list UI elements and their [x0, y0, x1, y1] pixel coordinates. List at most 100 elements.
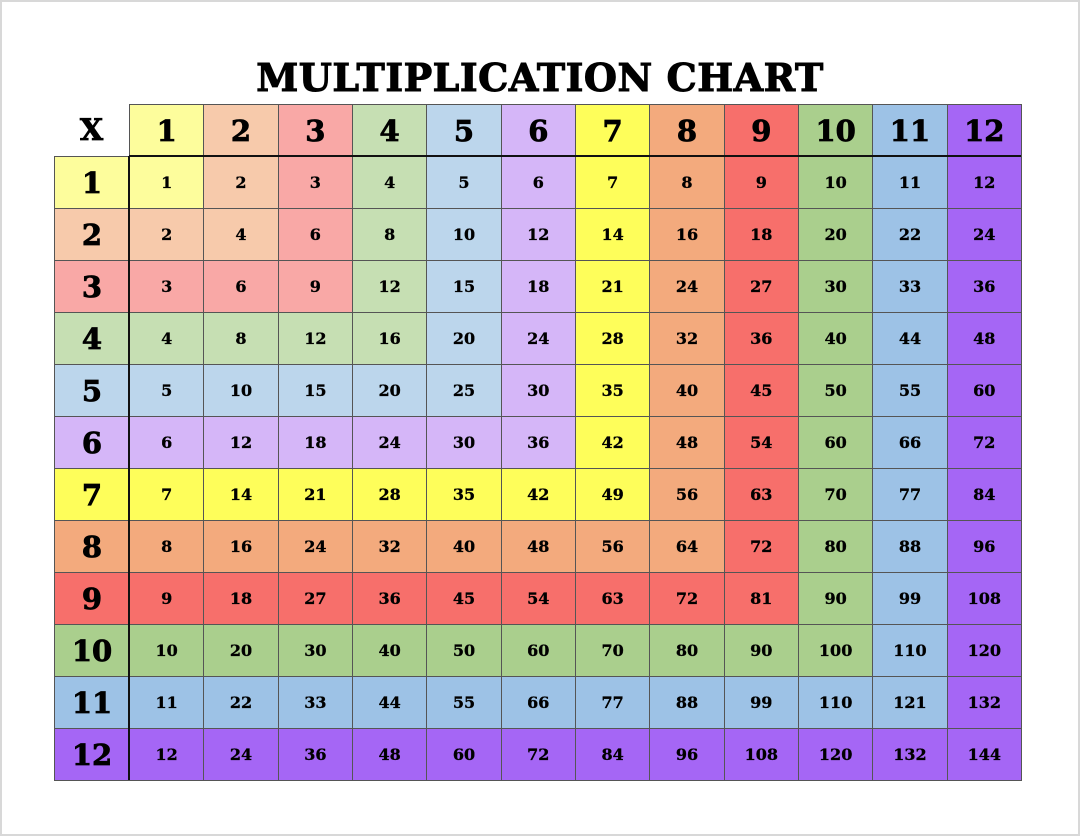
product-cell: 24 — [649, 260, 725, 313]
product-cell: 50 — [797, 364, 874, 417]
product-cell: 80 — [797, 520, 874, 573]
product-cell: 20 — [203, 624, 279, 677]
product-cell: 110 — [872, 624, 948, 677]
product-cell: 36 — [277, 728, 353, 781]
product-cell: 24 — [277, 520, 353, 573]
column-header-divider — [129, 155, 1021, 157]
column-header: 4 — [351, 104, 428, 157]
product-cell: 44 — [872, 312, 948, 365]
product-cell: 45 — [426, 572, 502, 625]
product-cell: 2 — [203, 156, 279, 209]
product-cell: 27 — [277, 572, 353, 625]
product-cell: 9 — [129, 572, 205, 625]
product-cell: 44 — [351, 676, 428, 729]
product-cell: 55 — [426, 676, 502, 729]
product-cell: 42 — [574, 416, 651, 469]
product-cell: 30 — [426, 416, 502, 469]
product-cell: 8 — [129, 520, 205, 573]
product-cell: 12 — [946, 156, 1022, 209]
product-cell: 10 — [426, 208, 502, 261]
product-cell: 54 — [723, 416, 799, 469]
product-cell: 72 — [649, 572, 725, 625]
product-cell: 77 — [574, 676, 651, 729]
row-header: 10 — [54, 624, 130, 677]
product-cell: 40 — [426, 520, 502, 573]
product-cell: 30 — [500, 364, 576, 417]
product-cell: 12 — [500, 208, 576, 261]
product-cell: 55 — [872, 364, 948, 417]
product-cell: 28 — [351, 468, 428, 521]
product-cell: 6 — [277, 208, 353, 261]
product-cell: 32 — [649, 312, 725, 365]
row-header-divider — [128, 156, 130, 780]
product-cell: 18 — [723, 208, 799, 261]
product-cell: 16 — [351, 312, 428, 365]
page-title: MULTIPLICATION CHART — [256, 55, 824, 101]
product-cell: 14 — [574, 208, 651, 261]
product-cell: 36 — [500, 416, 576, 469]
product-cell: 63 — [723, 468, 799, 521]
product-cell: 11 — [872, 156, 948, 209]
product-cell: 90 — [797, 572, 874, 625]
product-cell: 48 — [500, 520, 576, 573]
product-cell: 40 — [649, 364, 725, 417]
product-cell: 33 — [872, 260, 948, 313]
product-cell: 10 — [797, 156, 874, 209]
product-cell: 12 — [351, 260, 428, 313]
product-cell: 32 — [351, 520, 428, 573]
product-cell: 84 — [946, 468, 1022, 521]
product-cell: 48 — [649, 416, 725, 469]
product-cell: 6 — [500, 156, 576, 209]
column-header: 6 — [500, 104, 576, 157]
product-cell: 1 — [129, 156, 205, 209]
product-cell: 21 — [277, 468, 353, 521]
product-cell: 81 — [723, 572, 799, 625]
product-cell: 84 — [574, 728, 651, 781]
product-cell: 36 — [351, 572, 428, 625]
product-cell: 36 — [946, 260, 1022, 313]
column-header: 10 — [797, 104, 874, 157]
row-header: 3 — [54, 260, 130, 313]
product-cell: 77 — [872, 468, 948, 521]
product-cell: 20 — [797, 208, 874, 261]
product-cell: 42 — [500, 468, 576, 521]
column-header: 5 — [426, 104, 502, 157]
product-cell: 108 — [946, 572, 1022, 625]
product-cell: 35 — [426, 468, 502, 521]
column-header: 8 — [649, 104, 725, 157]
product-cell: 90 — [723, 624, 799, 677]
product-cell: 108 — [723, 728, 799, 781]
column-header: 12 — [946, 104, 1022, 157]
product-cell: 25 — [426, 364, 502, 417]
product-cell: 110 — [797, 676, 874, 729]
row-header: 1 — [54, 156, 130, 209]
row-header: 12 — [54, 728, 130, 781]
product-cell: 7 — [574, 156, 651, 209]
product-cell: 18 — [203, 572, 279, 625]
product-cell: 12 — [203, 416, 279, 469]
product-cell: 11 — [129, 676, 205, 729]
product-cell: 4 — [129, 312, 205, 365]
product-cell: 70 — [574, 624, 651, 677]
product-cell: 64 — [649, 520, 725, 573]
product-cell: 96 — [946, 520, 1022, 573]
product-cell: 121 — [872, 676, 948, 729]
product-cell: 7 — [129, 468, 205, 521]
product-cell: 9 — [723, 156, 799, 209]
product-cell: 15 — [277, 364, 353, 417]
product-cell: 99 — [872, 572, 948, 625]
product-cell: 9 — [277, 260, 353, 313]
row-header: 7 — [54, 468, 130, 521]
product-cell: 88 — [649, 676, 725, 729]
product-cell: 72 — [723, 520, 799, 573]
product-cell: 10 — [129, 624, 205, 677]
row-header: 11 — [54, 676, 130, 729]
product-cell: 80 — [649, 624, 725, 677]
column-header: 3 — [277, 104, 353, 157]
product-cell: 30 — [797, 260, 874, 313]
product-cell: 48 — [351, 728, 428, 781]
product-cell: 63 — [574, 572, 651, 625]
product-cell: 8 — [351, 208, 428, 261]
product-cell: 20 — [426, 312, 502, 365]
